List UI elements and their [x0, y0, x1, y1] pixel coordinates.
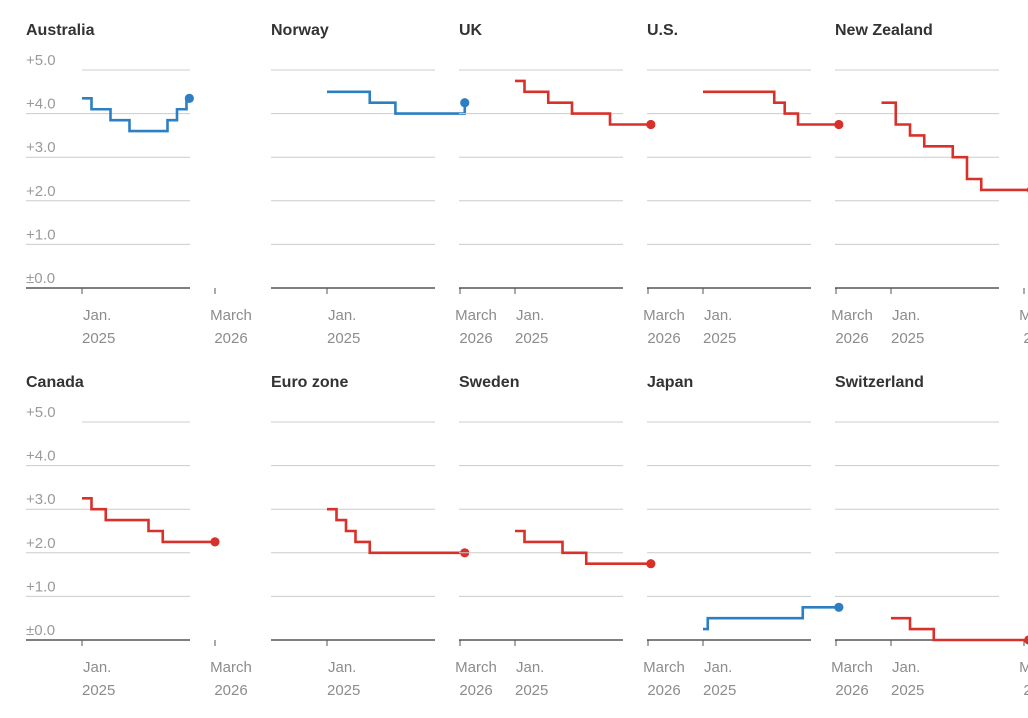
x-tick-label: 2026 — [1023, 330, 1028, 347]
panel-title: U.S. — [647, 22, 678, 39]
x-tick-label: 2025 — [515, 330, 548, 347]
x-tick-label: March — [831, 659, 873, 676]
series-line — [327, 90, 467, 115]
chart-panel-uk: UK Jan. 2025 March 2026 — [459, 22, 685, 347]
x-tick-label: 2026 — [647, 330, 680, 347]
panel-title: Switzerland — [835, 374, 924, 391]
x-tick-label: 2026 — [214, 682, 247, 699]
series-line — [881, 101, 1028, 192]
panel-title: UK — [459, 22, 483, 39]
panel-title: Japan — [647, 374, 693, 391]
y-tick-label: +1.0 — [26, 578, 56, 595]
y-tick-label: ±0.0 — [26, 622, 55, 639]
x-tick-label: March — [210, 307, 252, 324]
panel-title: Euro zone — [271, 374, 348, 391]
panel-title: New Zealand — [835, 22, 933, 39]
x-tick-label: 2025 — [515, 682, 548, 699]
x-tick-label: 2026 — [459, 682, 492, 699]
series-line — [703, 606, 839, 631]
y-tick-label: +2.0 — [26, 183, 56, 200]
chart-panel-u-s-: U.S. Jan. 2025 March 2026 — [647, 22, 873, 347]
panel-title: Norway — [271, 22, 329, 39]
chart-panel-sweden: Sweden Jan. 2025 March 2026 — [459, 374, 685, 699]
series-end-point — [184, 93, 194, 103]
x-tick-label: 2025 — [82, 682, 115, 699]
x-tick-label: March — [643, 659, 685, 676]
x-tick-label: Jan. — [83, 307, 111, 324]
x-tick-label: Jan. — [83, 659, 111, 676]
x-tick-label: Jan. — [704, 307, 732, 324]
x-tick-label: March — [1019, 659, 1028, 676]
x-tick-label: 2025 — [703, 330, 736, 347]
x-tick-label: Jan. — [892, 659, 920, 676]
x-tick-label: 2026 — [835, 330, 868, 347]
x-tick-label: 2026 — [459, 330, 492, 347]
y-tick-label: +4.0 — [26, 448, 56, 465]
series-line — [82, 497, 215, 544]
series-end-point — [646, 119, 656, 130]
chart-panel-norway: Norway Jan. 2025 March 2026 — [271, 22, 497, 347]
panel-title: Sweden — [459, 374, 519, 391]
chart-panel-australia: Australia ±0.0 +1.0 +2.0 +3.0 +4.0 +5.0 Jan. 202… — [26, 22, 252, 347]
y-tick-label: +1.0 — [26, 226, 56, 243]
x-tick-label: March — [831, 307, 873, 324]
x-tick-label: March — [210, 659, 252, 676]
y-tick-label: +2.0 — [26, 535, 56, 552]
series-line — [515, 529, 651, 565]
series-end-point — [210, 537, 220, 547]
chart-panel-switzerland: Switzerland Jan. 2025 March 2026 — [835, 374, 1028, 699]
x-tick-label: 2025 — [891, 330, 924, 347]
series-line — [327, 507, 465, 555]
chart-panel-japan: Japan Jan. 2025 March 2026 — [647, 374, 873, 699]
y-tick-label: +3.0 — [26, 491, 56, 508]
x-tick-label: Jan. — [704, 659, 732, 676]
x-tick-label: Jan. — [328, 659, 356, 676]
x-tick-label: 2025 — [327, 682, 360, 699]
x-tick-label: Jan. — [328, 307, 356, 324]
x-tick-label: 2026 — [214, 330, 247, 347]
series-end-point — [1024, 635, 1028, 645]
series-line — [82, 97, 190, 133]
series-line — [703, 90, 839, 126]
x-tick-label: 2025 — [82, 330, 115, 347]
series-line — [891, 616, 1028, 642]
x-tick-label: 2026 — [647, 682, 680, 699]
series-end-point — [834, 602, 844, 612]
y-tick-label: +5.0 — [26, 52, 56, 69]
x-tick-label: 2026 — [1023, 682, 1028, 699]
series-end-point — [646, 559, 656, 569]
series-line — [515, 79, 651, 126]
chart-panel-euro-zone: Euro zone Jan. 2025 March 2026 — [271, 374, 497, 699]
x-tick-label: March — [455, 659, 497, 676]
y-tick-label: +3.0 — [26, 139, 56, 156]
y-tick-label: +5.0 — [26, 404, 56, 421]
chart-panel-canada: Canada ±0.0 +1.0 +2.0 +3.0 +4.0 +5.0 Jan. 2025 Ma… — [26, 374, 252, 699]
x-tick-label: 2025 — [327, 330, 360, 347]
x-tick-label: March — [1019, 307, 1028, 324]
x-tick-label: 2026 — [835, 682, 868, 699]
x-tick-label: March — [455, 307, 497, 324]
x-tick-label: Jan. — [516, 659, 544, 676]
chart-panel-new-zealand: New Zealand Jan. 2025 March 2026 — [835, 22, 1028, 347]
x-tick-label: Jan. — [516, 307, 544, 324]
x-tick-label: Jan. — [892, 307, 920, 324]
y-tick-label: ±0.0 — [26, 270, 55, 287]
x-tick-label: 2025 — [703, 682, 736, 699]
y-tick-label: +4.0 — [26, 96, 56, 113]
x-tick-label: March — [643, 307, 685, 324]
series-end-point — [460, 98, 470, 108]
panel-title: Australia — [26, 22, 95, 39]
series-end-point — [834, 119, 844, 130]
x-tick-label: 2025 — [891, 682, 924, 699]
panel-title: Canada — [26, 374, 84, 391]
